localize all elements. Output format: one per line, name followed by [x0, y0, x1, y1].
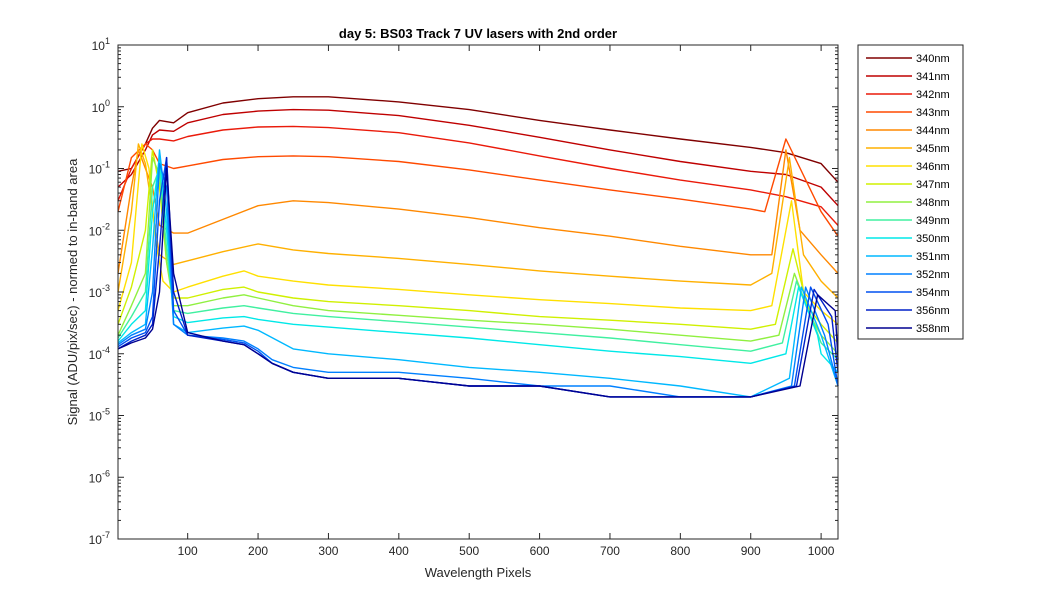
y-tick-label: 10-1 — [89, 160, 110, 177]
legend-label: 344nm — [916, 125, 950, 137]
x-axis-label: Wavelength Pixels — [425, 565, 532, 580]
series-line-343nm — [117, 138, 839, 237]
legend-label: 358nm — [916, 323, 950, 335]
legend-label: 354nm — [916, 287, 950, 299]
legend-label: 342nm — [916, 89, 950, 101]
y-tick-label: 100 — [92, 98, 110, 115]
y-tick-label: 10-5 — [89, 407, 110, 424]
y-tick-label: 101 — [92, 36, 110, 53]
series-line-358nm — [117, 167, 839, 398]
y-tick-exponent: -5 — [102, 407, 110, 417]
legend-label: 349nm — [916, 215, 950, 227]
legend-label: 351nm — [916, 251, 950, 263]
series-line-342nm — [117, 125, 839, 226]
series-line-351nm — [117, 149, 839, 398]
y-tick-base: 10 — [89, 286, 103, 300]
x-tick-label: 900 — [741, 544, 761, 558]
y-tick-label: 10-2 — [89, 221, 110, 238]
y-tick-base: 10 — [89, 471, 103, 485]
x-tick-label: 600 — [530, 544, 550, 558]
y-tick-label: 10-4 — [89, 345, 110, 362]
x-tick-label: 500 — [459, 544, 479, 558]
legend-label: 348nm — [916, 197, 950, 209]
y-tick-base: 10 — [89, 410, 103, 424]
legend-label: 347nm — [916, 179, 950, 191]
x-tick-label: 800 — [670, 544, 690, 558]
y-tick-exponent: -6 — [102, 468, 110, 478]
y-tick-exponent: -4 — [102, 345, 110, 355]
y-tick-base: 10 — [92, 39, 106, 53]
y-tick-base: 10 — [89, 348, 103, 362]
y-axis-label: Signal (ADU/pix/sec) - normed to in-band… — [65, 158, 80, 425]
legend-label: 345nm — [916, 143, 950, 155]
series-line-340nm — [117, 96, 839, 183]
y-tick-exponent: 0 — [105, 98, 110, 108]
y-tick-base: 10 — [89, 533, 103, 547]
x-tick-label: 400 — [389, 544, 409, 558]
x-tick-label: 300 — [318, 544, 338, 558]
series-layer — [117, 96, 839, 398]
legend-label: 356nm — [916, 305, 950, 317]
legend-label: 346nm — [916, 161, 950, 173]
y-tick-exponent: 1 — [105, 36, 110, 46]
legend-label: 350nm — [916, 233, 950, 245]
series-line-341nm — [117, 108, 839, 207]
y-tick-base: 10 — [89, 224, 103, 238]
y-tick-exponent: -2 — [102, 221, 110, 231]
legend-label: 343nm — [916, 107, 950, 119]
y-tick-exponent: -7 — [102, 530, 110, 540]
x-tick-label: 200 — [248, 544, 268, 558]
y-tick-base: 10 — [92, 101, 106, 115]
x-tick-label: 1000 — [808, 544, 835, 558]
legend-label: 352nm — [916, 269, 950, 281]
legend: 340nm 341nm 342nm 343nm 344nm 345nm 346nm 347nm… — [857, 44, 964, 340]
legend-label: 341nm — [916, 71, 950, 83]
x-tick-label: 100 — [178, 544, 198, 558]
y-tick-label: 10-6 — [89, 468, 110, 485]
y-tick-base: 10 — [89, 163, 103, 177]
tick-layer: 100 200 300 400 500 600 700 800 900 100010-710-61… — [89, 36, 838, 558]
chart-title: day 5: BS03 Track 7 UV lasers with 2nd o… — [339, 26, 617, 41]
legend-label: 340nm — [916, 53, 950, 65]
x-tick-label: 700 — [600, 544, 620, 558]
plot-area — [118, 45, 838, 539]
y-tick-label: 10-7 — [89, 530, 110, 547]
y-tick-label: 10-3 — [89, 283, 110, 300]
series-line-346nm — [117, 143, 839, 325]
y-tick-exponent: -1 — [102, 160, 110, 170]
y-tick-exponent: -3 — [102, 283, 110, 293]
